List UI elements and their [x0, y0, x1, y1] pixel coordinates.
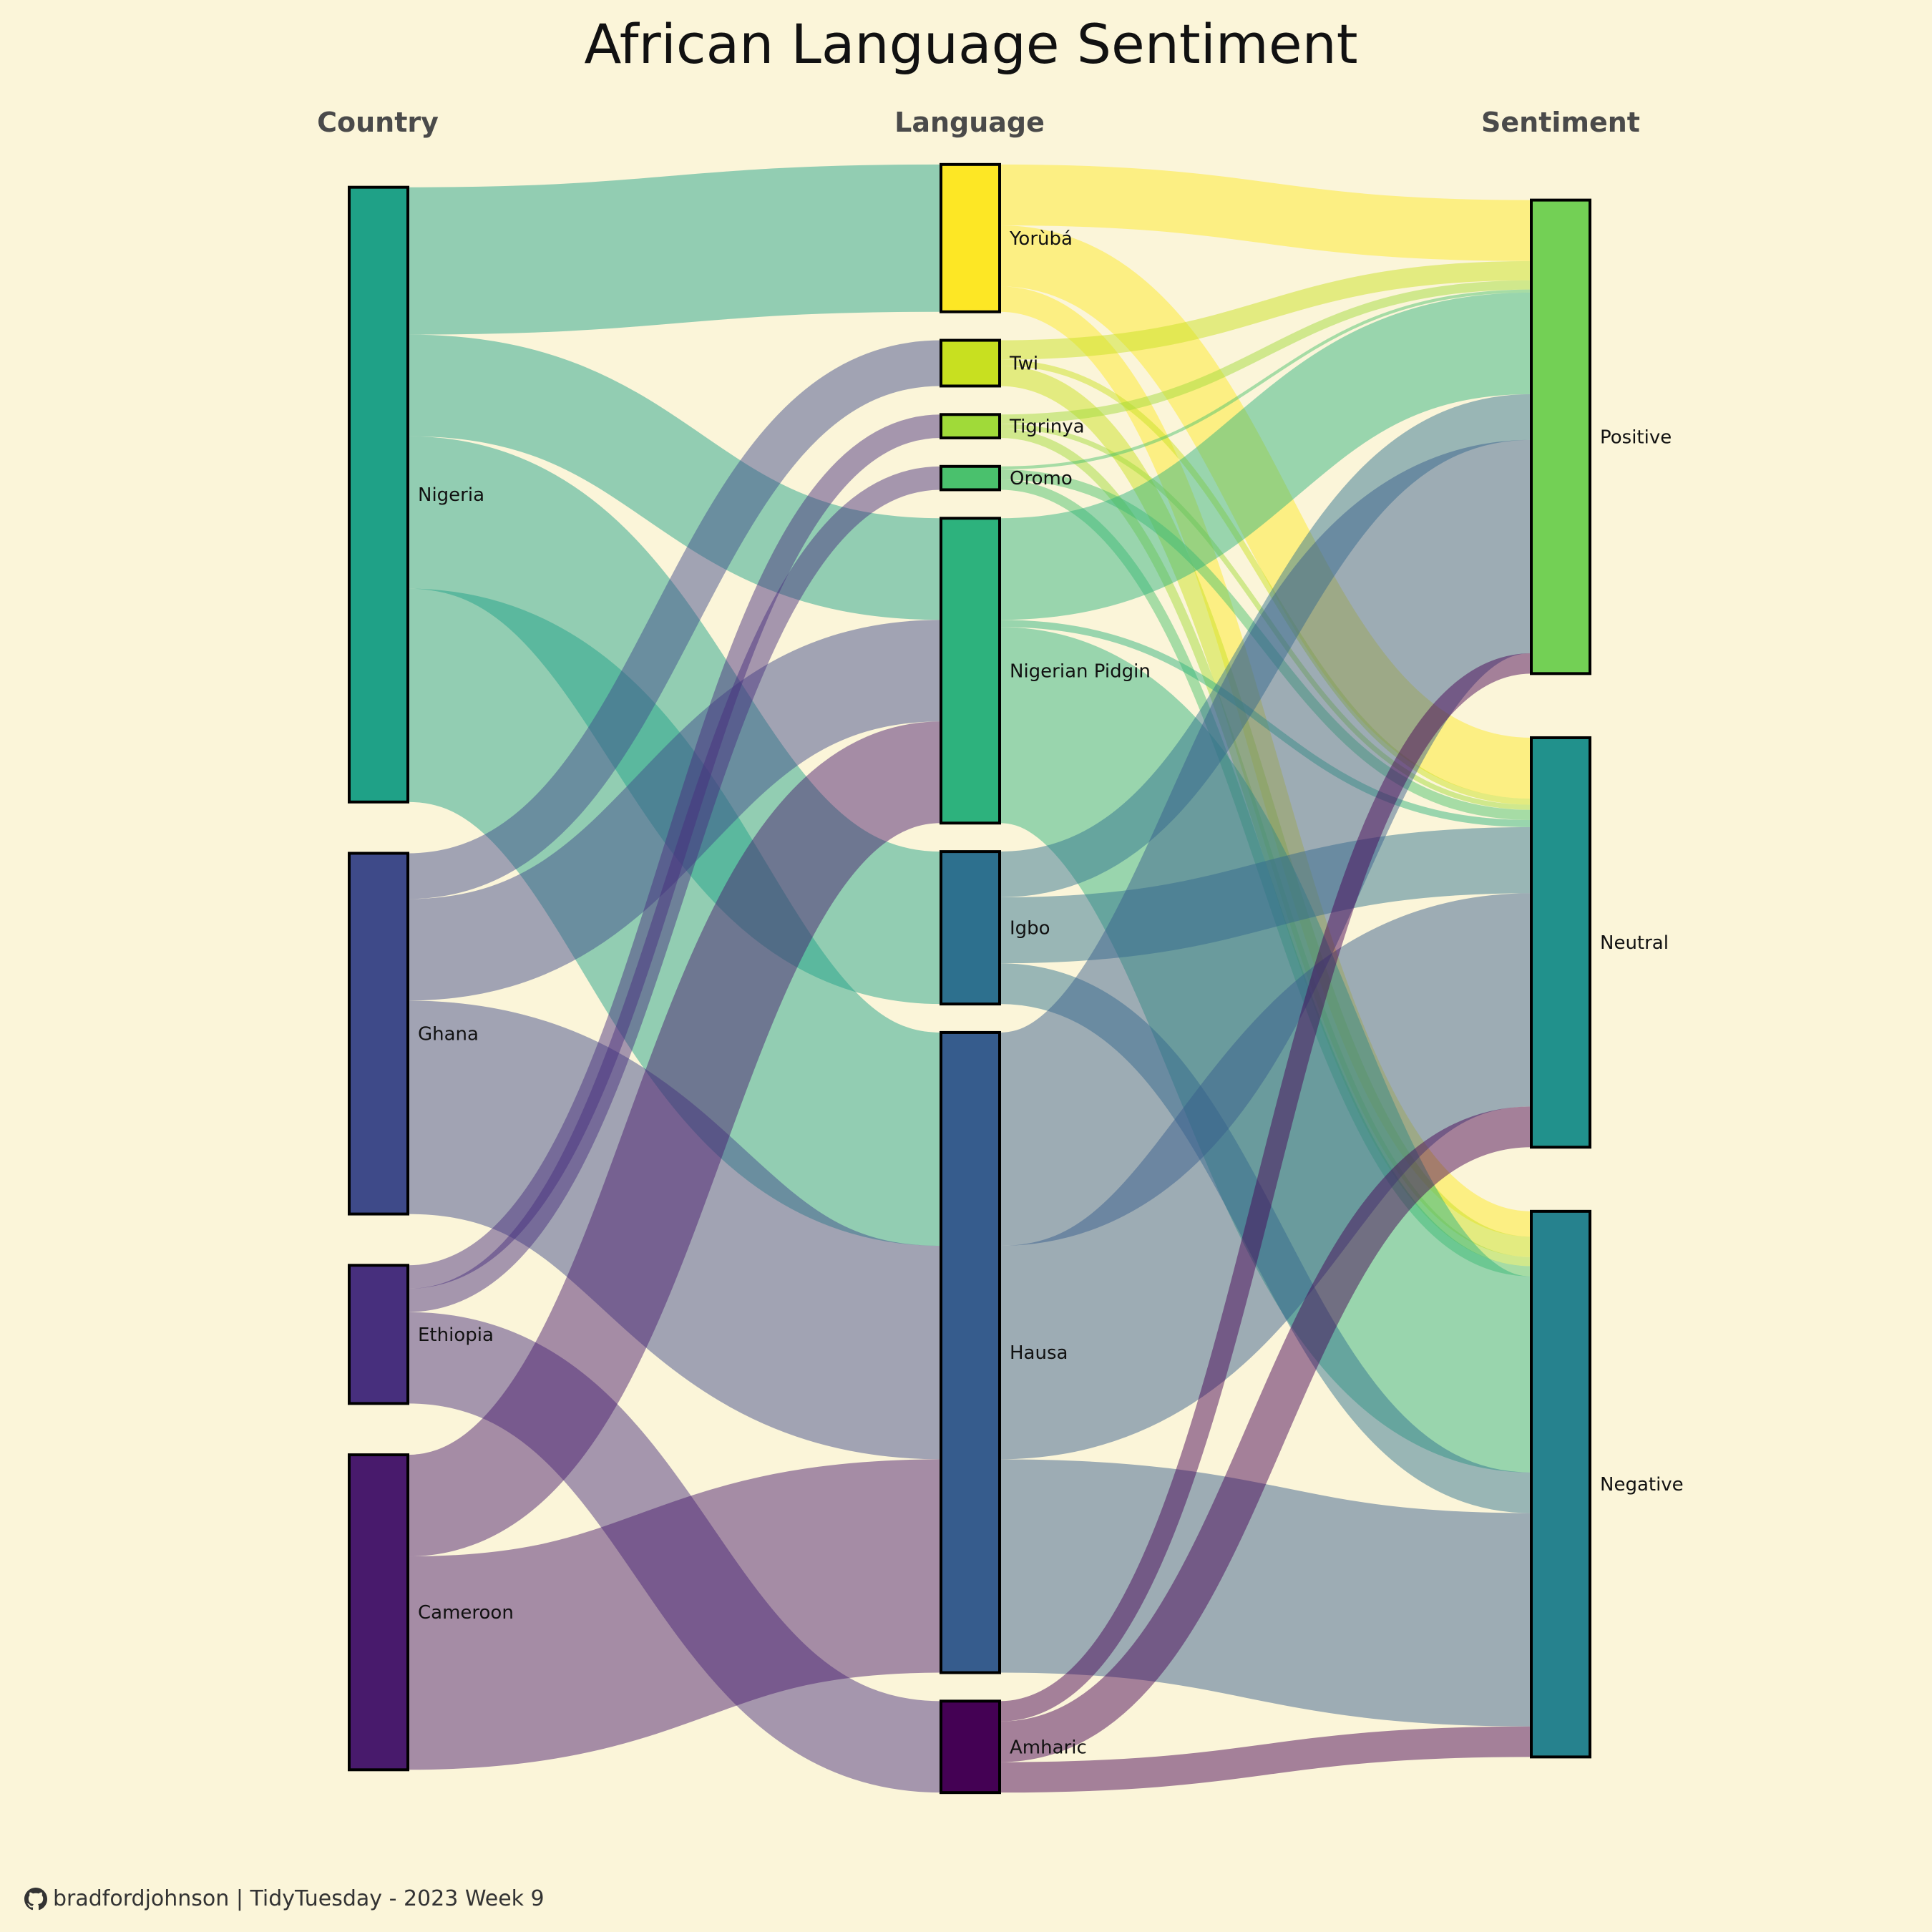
node-cameroon — [348, 1453, 409, 1772]
node-label-positive: Positive — [1600, 426, 1672, 448]
link-tigrinya-to-neutral — [999, 424, 1532, 810]
link-twi-to-positive — [999, 260, 1532, 360]
node-label-nigeria: Nigeria — [418, 484, 484, 506]
link-ethiopia-to-oromo — [407, 466, 942, 1312]
link-oromo-to-negative — [999, 479, 1532, 1277]
link-igbo-to-neutral — [999, 826, 1532, 964]
node-ethiopia — [348, 1264, 409, 1405]
chart-title: African Language Sentiment — [584, 12, 1357, 76]
nodes-layer — [348, 162, 1591, 1795]
node-negative — [1530, 1209, 1591, 1759]
node-positive — [1530, 198, 1591, 675]
link-nigeria-to-hausa — [404, 588, 945, 1246]
node-neutral — [1530, 736, 1591, 1149]
link-yorùbá-to-neutral — [998, 225, 1533, 799]
node-label-yoruba: Yorùbá — [1009, 228, 1073, 250]
links-layer — [404, 164, 1537, 1793]
node-label-hausa: Hausa — [1010, 1342, 1068, 1364]
node-label-neutral: Neutral — [1600, 932, 1669, 954]
link-nigeria-to-yorùbá — [407, 164, 942, 335]
node-oromo — [940, 464, 1001, 492]
node-igbo — [940, 850, 1001, 1006]
link-amharic-to-positive — [999, 653, 1532, 1722]
node-label-nigerian-pidgin: Nigerian Pidgin — [1010, 660, 1151, 682]
link-tigrinya-to-positive — [999, 280, 1532, 424]
link-igbo-to-negative — [999, 963, 1532, 1513]
link-hausa-to-positive — [994, 439, 1537, 1246]
link-twi-to-negative — [999, 366, 1532, 1257]
link-ghana-to-hausa — [405, 1000, 944, 1460]
node-label-amharic: Amharic — [1010, 1737, 1087, 1758]
link-nigeria-to-nigerian-pidgin — [407, 334, 942, 620]
node-nigeria — [348, 185, 409, 804]
link-ethiopia-to-tigrinya — [407, 414, 942, 1289]
node-nigerian-pidgin — [940, 517, 1001, 825]
link-yorùbá-to-negative — [999, 286, 1532, 1237]
link-amharic-to-negative — [999, 1726, 1532, 1793]
node-twi — [940, 338, 1001, 388]
node-label-igbo: Igbo — [1010, 918, 1050, 940]
github-icon — [24, 1887, 47, 1910]
caption-text: bradfordjohnson | TidyTuesday - 2023 Wee… — [53, 1886, 545, 1911]
caption: bradfordjohnson | TidyTuesday - 2023 Wee… — [24, 1886, 545, 1911]
link-ghana-to-nigerian-pidgin — [406, 620, 942, 1001]
stage-header-country: Country — [317, 107, 439, 138]
link-cameroon-to-nigerian-pidgin — [405, 721, 944, 1557]
node-label-cameroon: Cameroon — [418, 1602, 514, 1624]
node-label-tigrinya: Tigrinya — [1009, 416, 1085, 438]
stage-header-language: Language — [894, 107, 1045, 138]
link-yorùbá-to-positive — [999, 164, 1532, 261]
link-igbo-to-positive — [999, 394, 1532, 898]
link-ghana-to-twi — [407, 340, 942, 899]
link-hausa-to-neutral — [996, 893, 1535, 1460]
node-hausa — [940, 1030, 1001, 1674]
node-ghana — [348, 852, 409, 1216]
node-label-negative: Negative — [1600, 1474, 1684, 1496]
node-tigrinya — [940, 413, 1001, 439]
link-oromo-to-neutral — [999, 469, 1532, 820]
node-label-ethiopia: Ethiopia — [418, 1324, 494, 1346]
node-yoruba — [940, 162, 1001, 313]
link-hausa-to-negative — [999, 1459, 1532, 1727]
link-oromo-to-positive — [999, 289, 1532, 470]
link-nigerian-pidgin-to-neutral — [999, 620, 1532, 827]
link-twi-to-neutral — [999, 359, 1532, 805]
link-cameroon-to-hausa — [407, 1459, 942, 1770]
node-label-oromo: Oromo — [1010, 468, 1073, 489]
node-label-ghana: Ghana — [418, 1024, 479, 1045]
link-tigrinya-to-negative — [999, 429, 1532, 1267]
labels-layer: Nigeria Ghana Ethiopia Cameroon Yorùbá Twi Tig… — [418, 228, 1684, 1758]
stage-header-sentiment: Sentiment — [1481, 107, 1640, 138]
link-nigerian-pidgin-to-positive — [999, 292, 1532, 620]
node-label-twi: Twi — [1009, 353, 1038, 375]
node-amharic — [940, 1699, 1001, 1795]
link-nigeria-to-igbo — [405, 436, 944, 1005]
link-ethiopia-to-amharic — [406, 1312, 942, 1793]
link-nigerian-pidgin-to-negative — [994, 627, 1537, 1473]
link-amharic-to-neutral — [999, 1106, 1532, 1762]
